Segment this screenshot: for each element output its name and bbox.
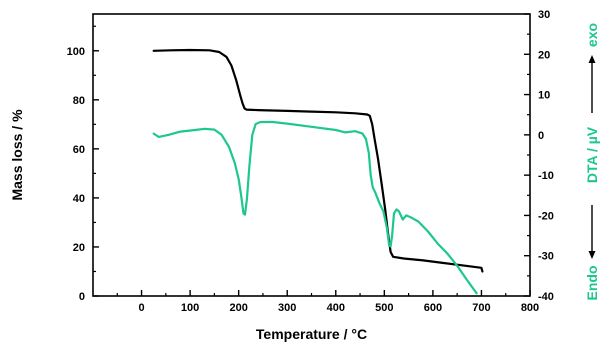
endo-label: Endo <box>584 266 600 301</box>
x-tick-label: 700 <box>472 302 490 314</box>
x-tick-label: 0 <box>138 302 144 314</box>
y-right-tick-label: 0 <box>538 130 544 142</box>
mass-loss-series-line <box>152 48 484 273</box>
axes <box>92 13 531 297</box>
y-right-tick-label: -10 <box>538 170 554 182</box>
x-tick-label: 400 <box>327 302 345 314</box>
dta-series-line <box>152 120 478 295</box>
x-axis-title: Temperature / °C <box>256 326 367 342</box>
exo-label: exo <box>584 23 600 47</box>
arrow-endo-head <box>588 251 596 259</box>
x-tick-label: 800 <box>521 302 539 314</box>
arrow-exo-head <box>588 55 596 63</box>
y-left-tick-label: 60 <box>73 144 85 156</box>
y-left-tick-label: 100 <box>67 46 85 58</box>
y-left-tick-label: 80 <box>73 95 85 107</box>
y-left-tick-label: 40 <box>73 193 85 205</box>
x-tick-label: 300 <box>278 302 296 314</box>
series-layer <box>152 48 484 295</box>
right-title-group: Endo DTA / µV exo <box>584 23 600 301</box>
y-left-tick-label: 0 <box>79 291 85 303</box>
plot-frame <box>92 13 531 297</box>
y-right-tick-label: -40 <box>538 291 554 303</box>
y-left-tick-label: 20 <box>73 242 85 254</box>
dta-label: DTA / µV <box>584 126 600 183</box>
y-right-tick-label: 10 <box>538 90 550 102</box>
y-right-tick-label: -20 <box>538 210 554 222</box>
y-right-tick-label: -30 <box>538 251 554 263</box>
x-tick-label: 200 <box>229 302 247 314</box>
y-right-tick-label: 30 <box>538 9 550 21</box>
y-right-tick-label: 20 <box>538 49 550 61</box>
x-tick-label: 600 <box>424 302 442 314</box>
y-axis-left-title: Mass loss / % <box>9 109 25 201</box>
y-axis-right-title: Endo DTA / µV exo <box>584 23 600 301</box>
x-tick-label: 500 <box>375 302 393 314</box>
x-tick-label: 100 <box>181 302 199 314</box>
ticks: 0 100 200 300 400 500 600 700 800020406080100-40… <box>67 9 554 314</box>
